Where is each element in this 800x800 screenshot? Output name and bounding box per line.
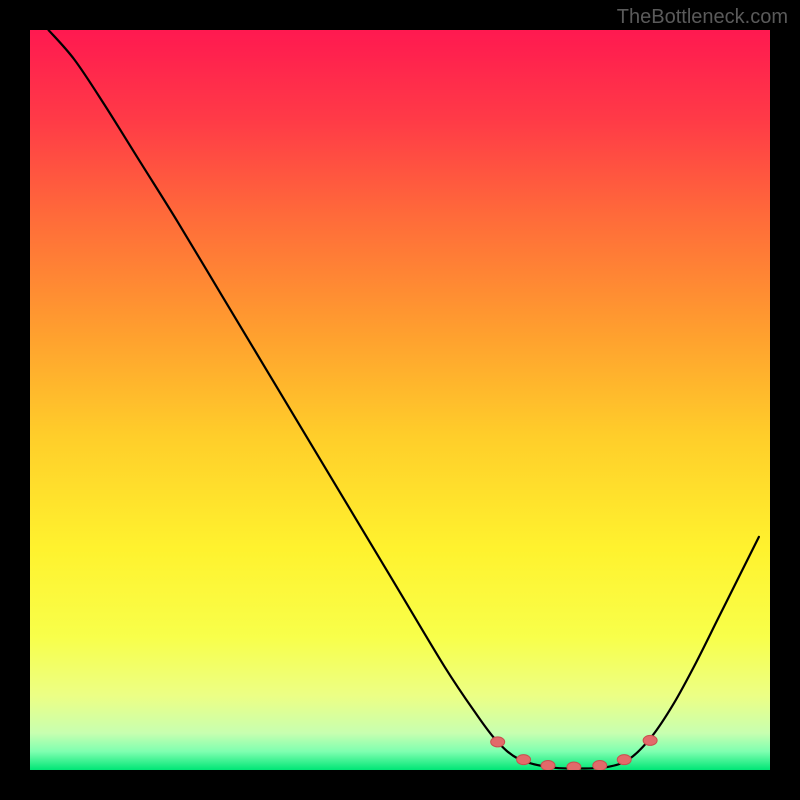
curve-layer <box>30 30 770 770</box>
plot-area <box>30 30 770 770</box>
valley-marker <box>593 761 607 770</box>
valley-marker <box>643 735 657 745</box>
valley-marker <box>517 755 531 765</box>
valley-marker <box>567 762 581 770</box>
watermark-text: TheBottleneck.com <box>617 6 788 29</box>
valley-marker <box>541 761 555 770</box>
valley-marker <box>491 737 505 747</box>
valley-marker <box>617 755 631 765</box>
bottleneck-curve <box>49 30 759 769</box>
valley-markers <box>491 735 657 770</box>
